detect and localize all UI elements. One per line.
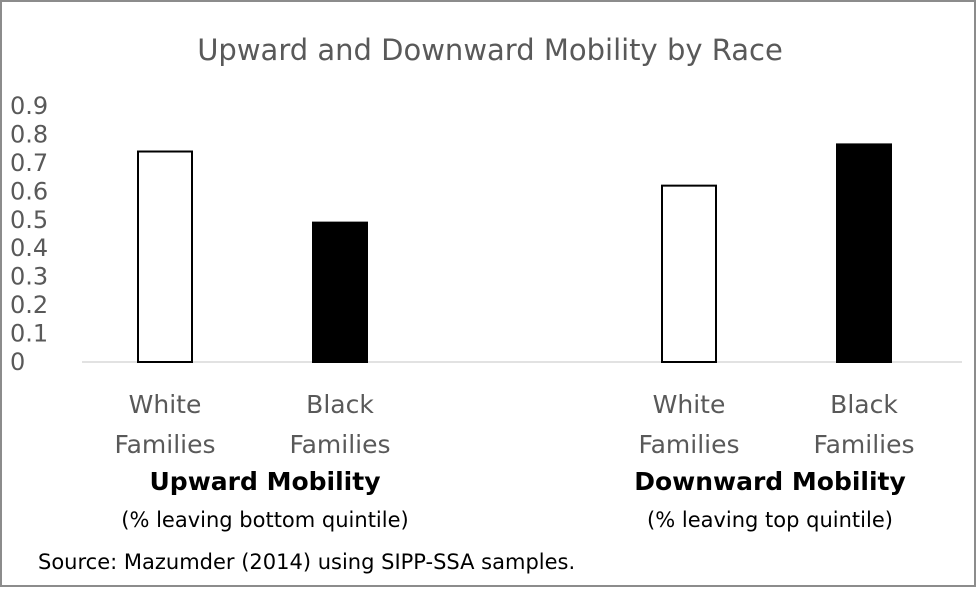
source-note: Source: Mazumder (2014) using SIPP-SSA s… — [38, 550, 575, 574]
bar-black-families — [836, 143, 892, 363]
category-label: Black — [306, 390, 374, 419]
y-tick-label: 0.3 — [10, 263, 48, 291]
category-label: White — [129, 390, 202, 419]
chart-title: Upward and Downward Mobility by Race — [197, 33, 783, 67]
y-tick-label: 0.2 — [10, 291, 48, 319]
y-tick-label: 0 — [10, 348, 25, 376]
bar-white-families — [661, 184, 717, 363]
category-label: White — [653, 390, 726, 419]
category-label: Black — [830, 390, 898, 419]
bar-white-families — [137, 150, 193, 363]
y-tick-label: 0.9 — [10, 92, 48, 120]
y-tick-label: 0.5 — [10, 206, 48, 234]
category-label: Families — [289, 430, 390, 459]
y-tick-label: 0.6 — [10, 177, 48, 205]
y-axis: 00.10.20.30.40.50.60.70.80.9 — [10, 92, 48, 376]
category-label: Families — [114, 430, 215, 459]
bars — [137, 143, 892, 363]
category-label: Families — [638, 430, 739, 459]
group-sublabel: (% leaving bottom quintile) — [121, 508, 408, 532]
y-tick-label: 0.4 — [10, 234, 48, 262]
y-tick-label: 0.7 — [10, 149, 48, 177]
y-tick-label: 0.8 — [10, 120, 48, 148]
category-label: Families — [813, 430, 914, 459]
group-label: Upward Mobility — [150, 467, 381, 496]
bar-black-families — [312, 221, 368, 363]
group-label: Downward Mobility — [634, 467, 906, 496]
category-labels: White Families Black Families Upward Mobilit… — [114, 390, 914, 532]
group-sublabel: (% leaving top quintile) — [647, 508, 893, 532]
y-tick-label: 0.1 — [10, 320, 48, 348]
